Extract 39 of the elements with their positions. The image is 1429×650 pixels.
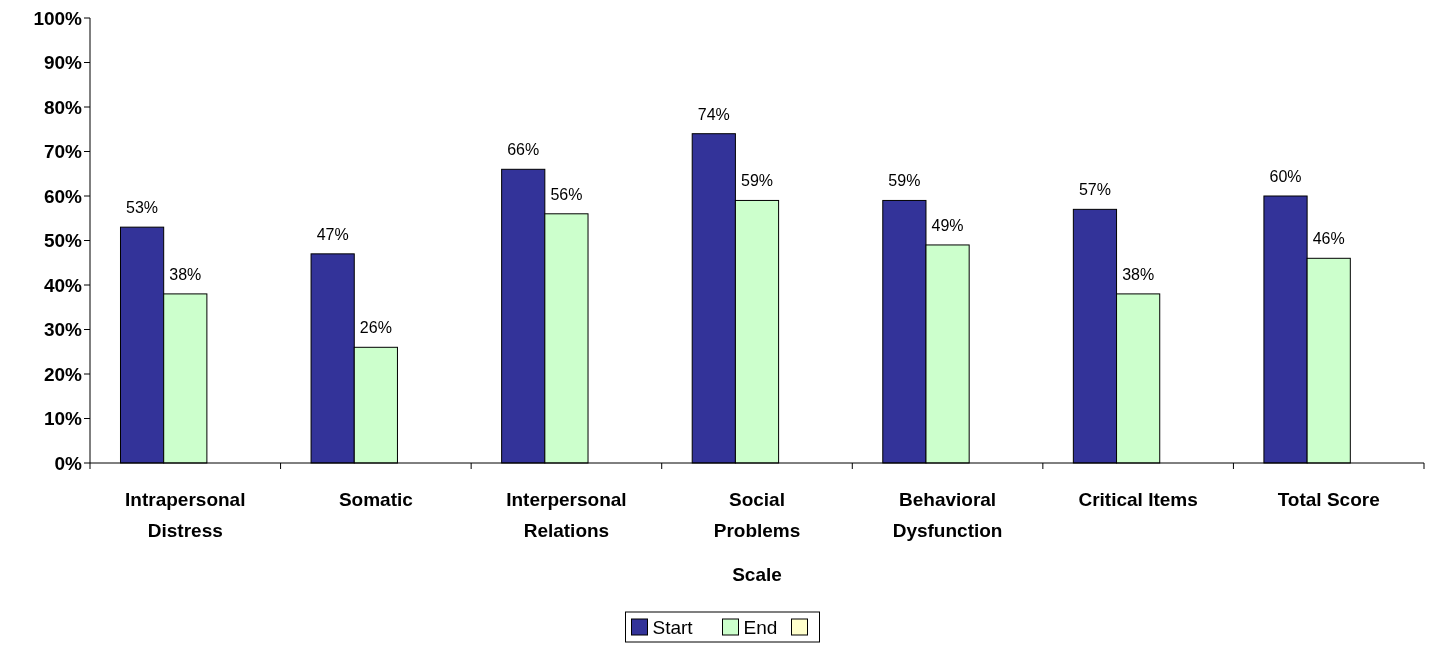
category-label: Problems [713, 520, 801, 541]
category-label: Distress [147, 520, 223, 541]
y-tick-label: 40% [43, 274, 83, 296]
legend-label: Start [652, 616, 694, 638]
category-label: Dysfunction [892, 520, 1003, 541]
data-label: 49% [931, 216, 964, 234]
legend-label: End [743, 616, 778, 638]
y-tick-label: 20% [43, 363, 83, 385]
y-tick-label: 10% [43, 408, 83, 430]
category-label: Total Score [1277, 489, 1380, 510]
x-axis-title: Scale [732, 564, 782, 585]
category-label: Interpersonal [506, 489, 627, 510]
y-tick-label: 0% [54, 452, 83, 474]
data-label: 56% [550, 185, 583, 203]
data-label: 53% [126, 199, 159, 217]
y-tick-label: 100% [33, 7, 83, 29]
data-label: 38% [169, 265, 202, 283]
y-tick-label: 60% [43, 185, 83, 207]
category-label: Critical Items [1078, 489, 1198, 510]
y-tick-label: 90% [43, 52, 83, 74]
y-tick-label: 80% [43, 96, 83, 118]
category-label: Behavioral [898, 489, 997, 510]
data-label: 47% [316, 225, 349, 243]
y-tick-label: 70% [43, 141, 83, 163]
category-label: Somatic [338, 489, 413, 510]
data-label: 59% [740, 172, 774, 190]
data-label: 38% [1122, 265, 1155, 283]
data-label: 60% [1269, 168, 1302, 185]
data-label: 74% [697, 105, 730, 123]
data-label: 59% [888, 172, 921, 190]
category-label: Social [729, 489, 785, 510]
y-tick-label: 30% [43, 319, 83, 341]
data-label: 57% [1078, 181, 1111, 199]
data-label: 66% [507, 141, 540, 159]
category-label: Intrapersonal [125, 489, 246, 510]
y-tick-label: 50% [43, 230, 83, 252]
data-label: 46% [1312, 230, 1345, 248]
category-label: Relations [523, 520, 610, 541]
data-label: 26% [359, 319, 392, 337]
